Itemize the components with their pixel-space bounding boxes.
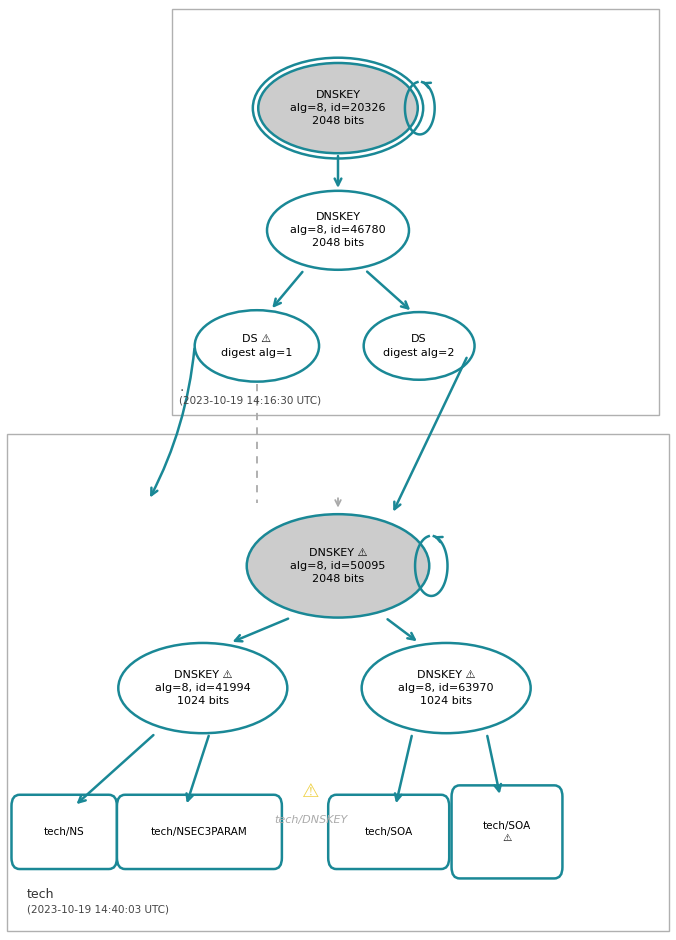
Text: (2023-10-19 14:40:03 UTC): (2023-10-19 14:40:03 UTC) (27, 905, 169, 915)
Text: (2023-10-19 14:16:30 UTC): (2023-10-19 14:16:30 UTC) (179, 396, 321, 405)
Ellipse shape (118, 643, 287, 733)
Text: .: . (179, 381, 183, 394)
Ellipse shape (258, 63, 418, 153)
Text: DNSKEY ⚠
alg=8, id=50095
2048 bits: DNSKEY ⚠ alg=8, id=50095 2048 bits (290, 548, 386, 584)
Ellipse shape (364, 312, 475, 380)
FancyBboxPatch shape (328, 794, 449, 869)
Text: tech/NSEC3PARAM: tech/NSEC3PARAM (151, 827, 248, 837)
Bar (7, 434, 669, 931)
Ellipse shape (247, 514, 429, 618)
FancyBboxPatch shape (11, 794, 117, 869)
FancyBboxPatch shape (452, 785, 562, 878)
Text: DNSKEY
alg=8, id=46780
2048 bits: DNSKEY alg=8, id=46780 2048 bits (290, 212, 386, 248)
Bar (172, 9, 659, 415)
Text: tech: tech (27, 888, 55, 901)
Text: tech/SOA
⚠: tech/SOA ⚠ (483, 821, 531, 843)
Text: DNSKEY ⚠
alg=8, id=63970
1024 bits: DNSKEY ⚠ alg=8, id=63970 1024 bits (398, 670, 494, 706)
FancyBboxPatch shape (117, 794, 282, 869)
Text: tech/SOA: tech/SOA (364, 827, 413, 837)
Ellipse shape (362, 643, 531, 733)
Text: DS
digest alg=2: DS digest alg=2 (383, 335, 455, 357)
Text: DS ⚠
digest alg=1: DS ⚠ digest alg=1 (221, 335, 293, 357)
Text: ⚠: ⚠ (302, 782, 320, 801)
Ellipse shape (195, 310, 319, 382)
Text: DNSKEY ⚠
alg=8, id=41994
1024 bits: DNSKEY ⚠ alg=8, id=41994 1024 bits (155, 670, 251, 706)
Text: tech/NS: tech/NS (44, 827, 84, 837)
Ellipse shape (267, 191, 409, 270)
Text: DNSKEY
alg=8, id=20326
2048 bits: DNSKEY alg=8, id=20326 2048 bits (290, 90, 386, 126)
Text: tech/DNSKEY: tech/DNSKEY (274, 815, 347, 824)
